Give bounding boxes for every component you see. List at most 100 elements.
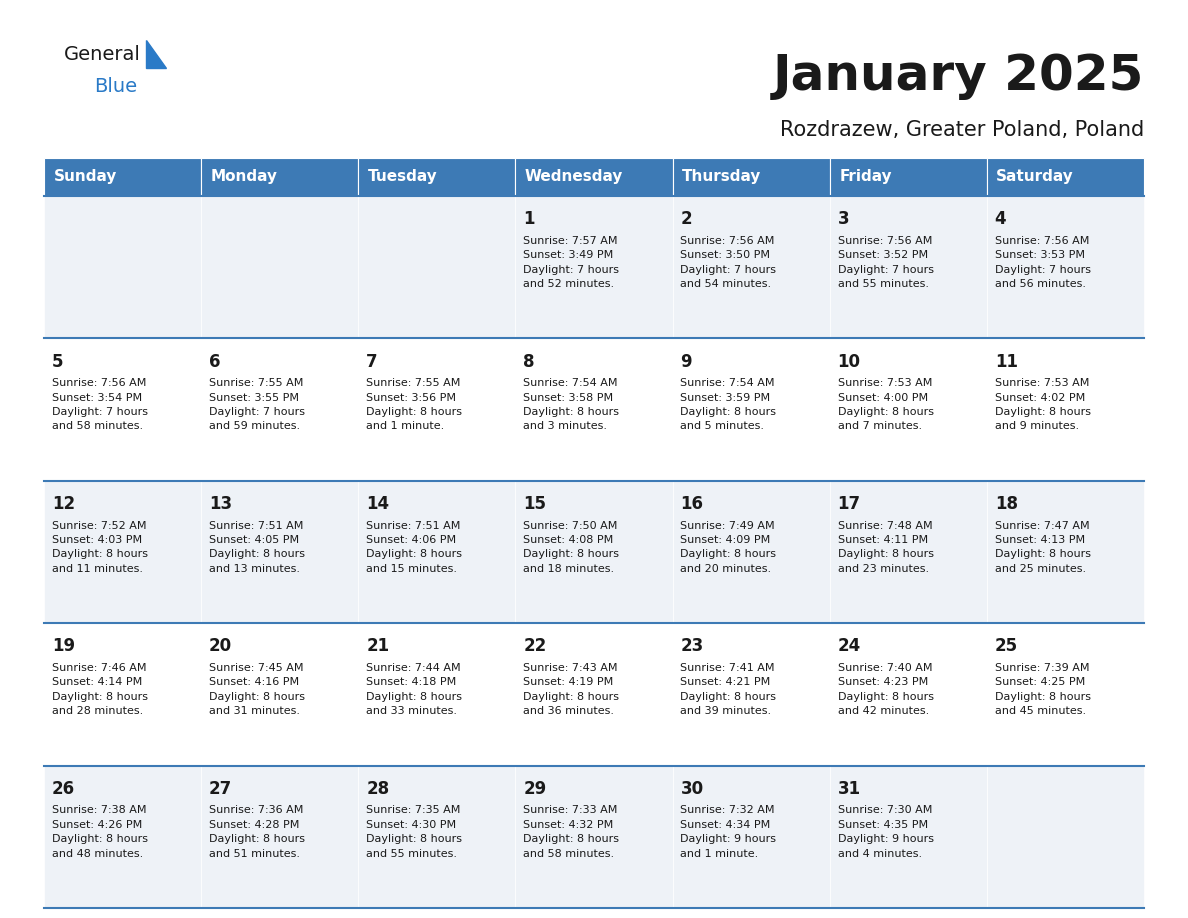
Text: 27: 27	[209, 779, 232, 798]
Text: Sunrise: 7:51 AM
Sunset: 4:05 PM
Daylight: 8 hours
and 13 minutes.: Sunrise: 7:51 AM Sunset: 4:05 PM Dayligh…	[209, 521, 305, 574]
Text: 7: 7	[366, 353, 378, 371]
Bar	[201, 196, 359, 339]
Text: 18: 18	[994, 495, 1018, 513]
Bar	[672, 623, 829, 766]
Bar	[829, 196, 987, 339]
Text: 29: 29	[523, 779, 546, 798]
Bar	[44, 339, 201, 481]
Bar	[516, 158, 672, 196]
Text: Sunrise: 7:46 AM
Sunset: 4:14 PM
Daylight: 8 hours
and 28 minutes.: Sunrise: 7:46 AM Sunset: 4:14 PM Dayligh…	[52, 663, 147, 716]
Text: Sunrise: 7:55 AM
Sunset: 3:56 PM
Daylight: 8 hours
and 1 minute.: Sunrise: 7:55 AM Sunset: 3:56 PM Dayligh…	[366, 378, 462, 431]
Bar	[359, 158, 516, 196]
Bar	[44, 158, 201, 196]
Text: Sunrise: 7:41 AM
Sunset: 4:21 PM
Daylight: 8 hours
and 39 minutes.: Sunrise: 7:41 AM Sunset: 4:21 PM Dayligh…	[681, 663, 777, 716]
Bar	[359, 339, 516, 481]
Text: 25: 25	[994, 637, 1018, 655]
Text: Sunrise: 7:45 AM
Sunset: 4:16 PM
Daylight: 8 hours
and 31 minutes.: Sunrise: 7:45 AM Sunset: 4:16 PM Dayligh…	[209, 663, 305, 716]
Text: General: General	[64, 46, 141, 64]
Text: 6: 6	[209, 353, 221, 371]
Bar	[829, 481, 987, 623]
Text: Thursday: Thursday	[682, 170, 762, 185]
Bar	[44, 196, 201, 339]
Text: Sunrise: 7:56 AM
Sunset: 3:52 PM
Daylight: 7 hours
and 55 minutes.: Sunrise: 7:56 AM Sunset: 3:52 PM Dayligh…	[838, 236, 934, 289]
Bar	[829, 339, 987, 481]
Text: Sunrise: 7:35 AM
Sunset: 4:30 PM
Daylight: 8 hours
and 55 minutes.: Sunrise: 7:35 AM Sunset: 4:30 PM Dayligh…	[366, 805, 462, 858]
Text: Sunrise: 7:44 AM
Sunset: 4:18 PM
Daylight: 8 hours
and 33 minutes.: Sunrise: 7:44 AM Sunset: 4:18 PM Dayligh…	[366, 663, 462, 716]
Text: January 2025: January 2025	[772, 52, 1144, 100]
Text: Sunrise: 7:32 AM
Sunset: 4:34 PM
Daylight: 9 hours
and 1 minute.: Sunrise: 7:32 AM Sunset: 4:34 PM Dayligh…	[681, 805, 777, 858]
Bar	[672, 481, 829, 623]
Bar	[44, 623, 201, 766]
Text: Sunrise: 7:49 AM
Sunset: 4:09 PM
Daylight: 8 hours
and 20 minutes.: Sunrise: 7:49 AM Sunset: 4:09 PM Dayligh…	[681, 521, 777, 574]
Text: Sunrise: 7:40 AM
Sunset: 4:23 PM
Daylight: 8 hours
and 42 minutes.: Sunrise: 7:40 AM Sunset: 4:23 PM Dayligh…	[838, 663, 934, 716]
Bar	[516, 623, 672, 766]
Text: 17: 17	[838, 495, 860, 513]
Bar	[672, 339, 829, 481]
Bar	[359, 196, 516, 339]
Text: Monday: Monday	[210, 170, 278, 185]
Bar	[672, 196, 829, 339]
Text: Sunrise: 7:51 AM
Sunset: 4:06 PM
Daylight: 8 hours
and 15 minutes.: Sunrise: 7:51 AM Sunset: 4:06 PM Dayligh…	[366, 521, 462, 574]
Bar	[201, 339, 359, 481]
Text: 24: 24	[838, 637, 861, 655]
Bar	[516, 481, 672, 623]
Text: 20: 20	[209, 637, 232, 655]
Text: 14: 14	[366, 495, 390, 513]
Bar	[359, 481, 516, 623]
Bar	[201, 623, 359, 766]
Text: 12: 12	[52, 495, 75, 513]
Text: Sunrise: 7:38 AM
Sunset: 4:26 PM
Daylight: 8 hours
and 48 minutes.: Sunrise: 7:38 AM Sunset: 4:26 PM Dayligh…	[52, 805, 147, 858]
Bar	[987, 196, 1144, 339]
Text: Sunrise: 7:50 AM
Sunset: 4:08 PM
Daylight: 8 hours
and 18 minutes.: Sunrise: 7:50 AM Sunset: 4:08 PM Dayligh…	[523, 521, 619, 574]
Text: Sunrise: 7:47 AM
Sunset: 4:13 PM
Daylight: 8 hours
and 25 minutes.: Sunrise: 7:47 AM Sunset: 4:13 PM Dayligh…	[994, 521, 1091, 574]
Text: 13: 13	[209, 495, 232, 513]
Bar	[987, 766, 1144, 908]
Bar	[829, 623, 987, 766]
Text: 23: 23	[681, 637, 703, 655]
Text: Sunrise: 7:43 AM
Sunset: 4:19 PM
Daylight: 8 hours
and 36 minutes.: Sunrise: 7:43 AM Sunset: 4:19 PM Dayligh…	[523, 663, 619, 716]
Text: Sunrise: 7:53 AM
Sunset: 4:00 PM
Daylight: 8 hours
and 7 minutes.: Sunrise: 7:53 AM Sunset: 4:00 PM Dayligh…	[838, 378, 934, 431]
Text: 22: 22	[523, 637, 546, 655]
Text: 10: 10	[838, 353, 860, 371]
Text: Sunrise: 7:33 AM
Sunset: 4:32 PM
Daylight: 8 hours
and 58 minutes.: Sunrise: 7:33 AM Sunset: 4:32 PM Dayligh…	[523, 805, 619, 858]
Polygon shape	[146, 40, 166, 68]
Text: Sunrise: 7:36 AM
Sunset: 4:28 PM
Daylight: 8 hours
and 51 minutes.: Sunrise: 7:36 AM Sunset: 4:28 PM Dayligh…	[209, 805, 305, 858]
Text: 2: 2	[681, 210, 693, 229]
Text: 30: 30	[681, 779, 703, 798]
Text: Sunrise: 7:56 AM
Sunset: 3:50 PM
Daylight: 7 hours
and 54 minutes.: Sunrise: 7:56 AM Sunset: 3:50 PM Dayligh…	[681, 236, 777, 289]
Bar	[516, 766, 672, 908]
Text: Sunrise: 7:54 AM
Sunset: 3:59 PM
Daylight: 8 hours
and 5 minutes.: Sunrise: 7:54 AM Sunset: 3:59 PM Dayligh…	[681, 378, 777, 431]
Bar	[201, 158, 359, 196]
Text: Sunrise: 7:53 AM
Sunset: 4:02 PM
Daylight: 8 hours
and 9 minutes.: Sunrise: 7:53 AM Sunset: 4:02 PM Dayligh…	[994, 378, 1091, 431]
Bar	[987, 481, 1144, 623]
Bar	[44, 481, 201, 623]
Text: 21: 21	[366, 637, 390, 655]
Text: Tuesday: Tuesday	[368, 170, 437, 185]
Bar	[829, 766, 987, 908]
Text: Rozdrazew, Greater Poland, Poland: Rozdrazew, Greater Poland, Poland	[779, 120, 1144, 140]
Bar	[987, 339, 1144, 481]
Bar	[672, 158, 829, 196]
Text: Sunrise: 7:52 AM
Sunset: 4:03 PM
Daylight: 8 hours
and 11 minutes.: Sunrise: 7:52 AM Sunset: 4:03 PM Dayligh…	[52, 521, 147, 574]
Text: 19: 19	[52, 637, 75, 655]
Text: 4: 4	[994, 210, 1006, 229]
Text: 5: 5	[52, 353, 63, 371]
Text: Sunrise: 7:55 AM
Sunset: 3:55 PM
Daylight: 7 hours
and 59 minutes.: Sunrise: 7:55 AM Sunset: 3:55 PM Dayligh…	[209, 378, 305, 431]
Text: Sunrise: 7:54 AM
Sunset: 3:58 PM
Daylight: 8 hours
and 3 minutes.: Sunrise: 7:54 AM Sunset: 3:58 PM Dayligh…	[523, 378, 619, 431]
Text: Sunrise: 7:48 AM
Sunset: 4:11 PM
Daylight: 8 hours
and 23 minutes.: Sunrise: 7:48 AM Sunset: 4:11 PM Dayligh…	[838, 521, 934, 574]
Bar	[201, 481, 359, 623]
Bar	[516, 196, 672, 339]
Bar	[829, 158, 987, 196]
Text: Sunrise: 7:56 AM
Sunset: 3:53 PM
Daylight: 7 hours
and 56 minutes.: Sunrise: 7:56 AM Sunset: 3:53 PM Dayligh…	[994, 236, 1091, 289]
Bar	[987, 623, 1144, 766]
Bar	[516, 339, 672, 481]
Text: Saturday: Saturday	[997, 170, 1074, 185]
Text: 11: 11	[994, 353, 1018, 371]
Text: Sunday: Sunday	[53, 170, 116, 185]
Text: 16: 16	[681, 495, 703, 513]
Bar	[359, 766, 516, 908]
Text: Sunrise: 7:57 AM
Sunset: 3:49 PM
Daylight: 7 hours
and 52 minutes.: Sunrise: 7:57 AM Sunset: 3:49 PM Dayligh…	[523, 236, 619, 289]
Text: 8: 8	[523, 353, 535, 371]
Text: Blue: Blue	[94, 77, 137, 96]
Text: 9: 9	[681, 353, 693, 371]
